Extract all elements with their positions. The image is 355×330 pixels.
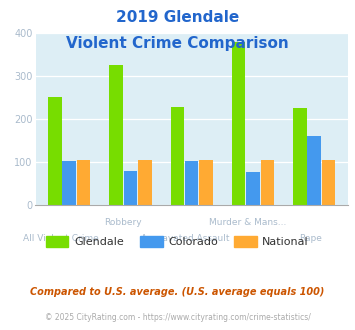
Bar bbox=[293, 108, 307, 205]
Text: Violent Crime Comparison: Violent Crime Comparison bbox=[66, 36, 289, 51]
Bar bbox=[232, 43, 245, 205]
Bar bbox=[48, 97, 61, 205]
Text: Murder & Mans...: Murder & Mans... bbox=[209, 218, 286, 227]
Bar bbox=[261, 160, 274, 205]
Text: Robbery: Robbery bbox=[104, 218, 142, 227]
Bar bbox=[109, 65, 123, 205]
Bar bbox=[62, 161, 76, 205]
Bar bbox=[170, 107, 184, 205]
Text: Compared to U.S. average. (U.S. average equals 100): Compared to U.S. average. (U.S. average … bbox=[30, 287, 325, 297]
Legend: Glendale, Colorado, National: Glendale, Colorado, National bbox=[42, 232, 313, 252]
Bar bbox=[322, 160, 335, 205]
Bar bbox=[124, 171, 137, 205]
Text: 2019 Glendale: 2019 Glendale bbox=[116, 10, 239, 25]
Bar bbox=[200, 160, 213, 205]
Bar bbox=[307, 136, 321, 205]
Bar bbox=[138, 160, 152, 205]
Text: All Violent Crime: All Violent Crime bbox=[23, 234, 98, 243]
Text: Rape: Rape bbox=[299, 234, 322, 243]
Text: © 2025 CityRating.com - https://www.cityrating.com/crime-statistics/: © 2025 CityRating.com - https://www.city… bbox=[45, 314, 310, 322]
Bar bbox=[185, 161, 198, 205]
Bar bbox=[246, 172, 260, 205]
Text: Aggravated Assault: Aggravated Assault bbox=[141, 234, 230, 243]
Bar bbox=[77, 160, 90, 205]
